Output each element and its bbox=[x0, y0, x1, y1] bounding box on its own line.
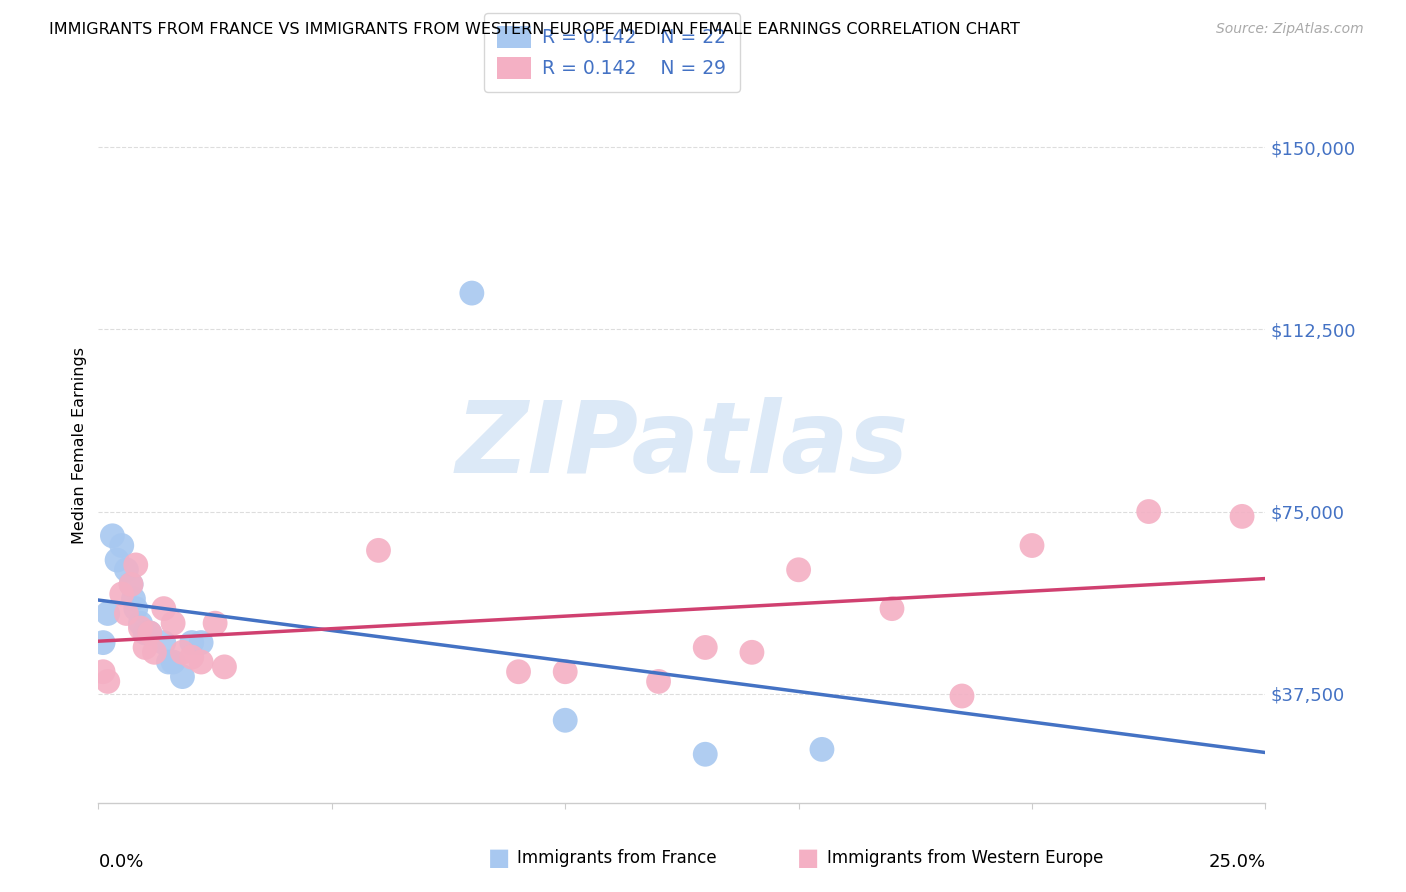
Text: Source: ZipAtlas.com: Source: ZipAtlas.com bbox=[1216, 22, 1364, 37]
Point bbox=[125, 558, 148, 572]
Point bbox=[787, 563, 810, 577]
Point bbox=[101, 529, 124, 543]
Text: 25.0%: 25.0% bbox=[1208, 853, 1265, 871]
Point bbox=[120, 577, 142, 591]
Point bbox=[120, 577, 142, 591]
Point bbox=[134, 640, 156, 655]
Text: ■: ■ bbox=[797, 847, 820, 870]
Point bbox=[129, 621, 152, 635]
Point bbox=[214, 660, 236, 674]
Point bbox=[162, 616, 184, 631]
Point bbox=[162, 655, 184, 669]
Point bbox=[880, 601, 903, 615]
Point bbox=[129, 616, 152, 631]
Point bbox=[172, 670, 194, 684]
Point bbox=[204, 616, 226, 631]
Point bbox=[143, 645, 166, 659]
Text: 0.0%: 0.0% bbox=[98, 853, 143, 871]
Point bbox=[461, 286, 484, 301]
Text: Immigrants from Western Europe: Immigrants from Western Europe bbox=[827, 849, 1104, 867]
Point bbox=[554, 665, 576, 679]
Point bbox=[139, 626, 162, 640]
Point bbox=[91, 635, 114, 649]
Point bbox=[152, 635, 174, 649]
Point bbox=[695, 640, 717, 655]
Point bbox=[97, 607, 120, 621]
Point bbox=[122, 591, 145, 606]
Point bbox=[647, 674, 669, 689]
Point bbox=[741, 645, 763, 659]
Point bbox=[180, 650, 202, 665]
Point bbox=[139, 626, 162, 640]
Text: Immigrants from France: Immigrants from France bbox=[517, 849, 717, 867]
Point bbox=[115, 607, 138, 621]
Point bbox=[1021, 539, 1043, 553]
Point bbox=[105, 553, 128, 567]
Point bbox=[811, 742, 834, 756]
Point bbox=[111, 539, 134, 553]
Point bbox=[157, 655, 180, 669]
Point bbox=[134, 626, 156, 640]
Point bbox=[111, 587, 134, 601]
Point bbox=[115, 563, 138, 577]
Point bbox=[172, 645, 194, 659]
Point bbox=[554, 713, 576, 727]
Y-axis label: Median Female Earnings: Median Female Earnings bbox=[72, 348, 87, 544]
Legend: R = 0.142    N = 22, R = 0.142    N = 29: R = 0.142 N = 22, R = 0.142 N = 29 bbox=[484, 13, 740, 92]
Point bbox=[367, 543, 389, 558]
Point bbox=[152, 601, 174, 615]
Text: IMMIGRANTS FROM FRANCE VS IMMIGRANTS FROM WESTERN EUROPE MEDIAN FEMALE EARNINGS : IMMIGRANTS FROM FRANCE VS IMMIGRANTS FRO… bbox=[49, 22, 1021, 37]
Point bbox=[1137, 504, 1160, 518]
Point bbox=[695, 747, 717, 762]
Point bbox=[950, 689, 973, 703]
Point bbox=[97, 674, 120, 689]
Point bbox=[1230, 509, 1253, 524]
Point bbox=[508, 665, 530, 679]
Point bbox=[190, 635, 212, 649]
Point bbox=[125, 601, 148, 615]
Text: ZIPatlas: ZIPatlas bbox=[456, 398, 908, 494]
Point bbox=[180, 635, 202, 649]
Text: ■: ■ bbox=[488, 847, 510, 870]
Point bbox=[190, 655, 212, 669]
Point bbox=[91, 665, 114, 679]
